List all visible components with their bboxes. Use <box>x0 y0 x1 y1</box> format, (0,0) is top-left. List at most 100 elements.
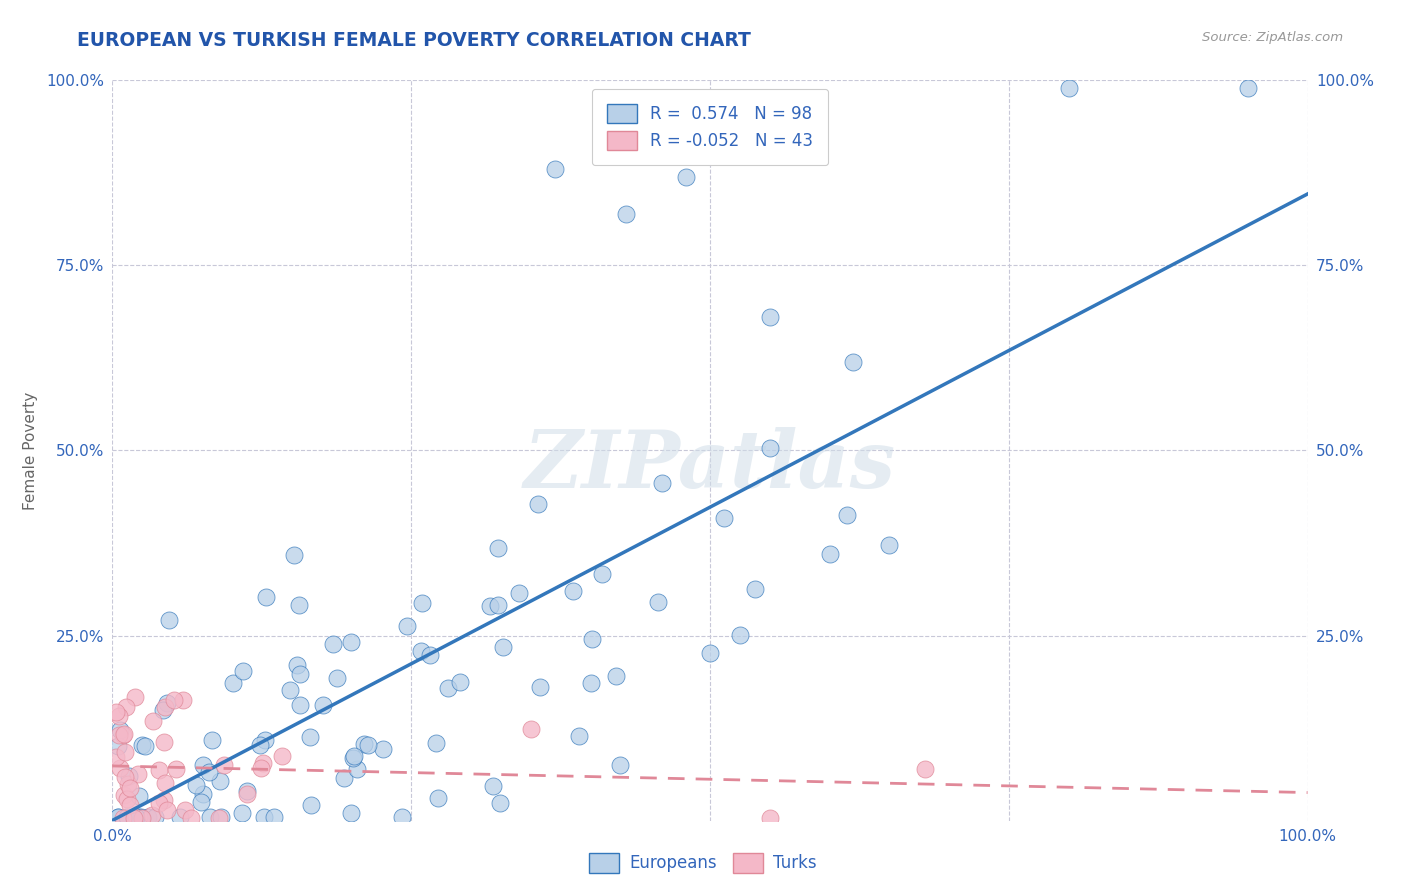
Point <box>107 810 129 824</box>
Point <box>591 567 613 582</box>
Point <box>298 730 321 744</box>
Text: Source: ZipAtlas.com: Source: ZipAtlas.com <box>1202 31 1343 45</box>
Point <box>299 798 322 813</box>
Point <box>120 780 142 795</box>
Point <box>543 162 565 177</box>
Point <box>759 441 782 455</box>
Point <box>107 810 129 824</box>
Point <box>914 762 936 776</box>
Point <box>209 810 232 824</box>
Point <box>114 745 136 759</box>
Point <box>842 354 865 368</box>
Point <box>391 810 413 824</box>
Point <box>232 664 254 678</box>
Point <box>409 644 432 658</box>
Point <box>249 760 271 774</box>
Point <box>162 692 184 706</box>
Point <box>114 770 136 784</box>
Point <box>128 810 150 824</box>
Point <box>117 769 139 783</box>
Point <box>127 766 149 780</box>
Y-axis label: Female Poverty: Female Poverty <box>22 392 38 509</box>
Point <box>285 658 308 673</box>
Point <box>562 583 585 598</box>
Point <box>479 599 502 614</box>
Point <box>252 756 274 771</box>
Point <box>759 310 782 325</box>
Point <box>288 698 311 712</box>
Point <box>713 511 735 525</box>
Point <box>105 750 128 764</box>
Point <box>115 792 138 806</box>
Point <box>605 669 627 683</box>
Point <box>156 803 179 817</box>
Point <box>236 787 259 801</box>
Point <box>111 728 134 742</box>
Point <box>339 806 361 821</box>
Point <box>647 595 669 609</box>
Point <box>1237 80 1260 95</box>
Point <box>353 737 375 751</box>
Point <box>254 590 277 604</box>
Point <box>128 789 150 804</box>
Point <box>122 812 145 826</box>
Point <box>1057 80 1080 95</box>
Legend: Europeans, Turks: Europeans, Turks <box>582 847 824 880</box>
Point <box>486 598 509 612</box>
Point <box>581 632 603 647</box>
Point <box>492 640 515 654</box>
Point <box>288 667 311 681</box>
Point <box>107 709 129 723</box>
Point <box>263 810 285 824</box>
Point <box>172 693 194 707</box>
Point <box>115 810 138 824</box>
Point <box>411 596 433 610</box>
Point <box>675 169 697 184</box>
Point <box>131 812 153 826</box>
Point <box>125 810 148 824</box>
Point <box>117 777 139 791</box>
Point <box>184 778 207 792</box>
Point <box>136 810 159 824</box>
Point <box>208 812 231 826</box>
Point <box>134 739 156 753</box>
Point <box>427 791 450 805</box>
Point <box>208 773 231 788</box>
Point <box>759 812 782 826</box>
Point <box>879 538 901 552</box>
Point <box>129 810 152 824</box>
Point <box>342 751 364 765</box>
Point <box>346 762 368 776</box>
Point <box>249 738 271 752</box>
Point <box>118 797 141 812</box>
Legend: R =  0.574   N = 98, R = -0.052   N = 43: R = 0.574 N = 98, R = -0.052 N = 43 <box>592 88 828 165</box>
Point <box>526 497 548 511</box>
Point <box>651 476 673 491</box>
Point <box>818 547 841 561</box>
Point <box>236 783 259 797</box>
Point <box>730 628 752 642</box>
Point <box>198 810 221 824</box>
Point <box>191 788 214 802</box>
Point <box>311 698 333 712</box>
Point <box>212 758 235 772</box>
Point <box>529 681 551 695</box>
Point <box>283 548 305 562</box>
Point <box>322 637 344 651</box>
Text: ZIPatlas: ZIPatlas <box>524 426 896 504</box>
Point <box>373 741 395 756</box>
Point <box>419 648 441 662</box>
Point <box>190 795 212 809</box>
Point <box>124 690 146 705</box>
Text: EUROPEAN VS TURKISH FEMALE POVERTY CORRELATION CHART: EUROPEAN VS TURKISH FEMALE POVERTY CORRE… <box>77 31 751 50</box>
Point <box>153 776 176 790</box>
Point <box>191 757 214 772</box>
Point <box>581 676 603 690</box>
Point <box>437 681 460 696</box>
Point <box>152 703 174 717</box>
Point <box>153 700 176 714</box>
Point <box>699 646 721 660</box>
Point <box>141 807 163 822</box>
Point <box>114 788 136 802</box>
Point <box>153 735 176 749</box>
